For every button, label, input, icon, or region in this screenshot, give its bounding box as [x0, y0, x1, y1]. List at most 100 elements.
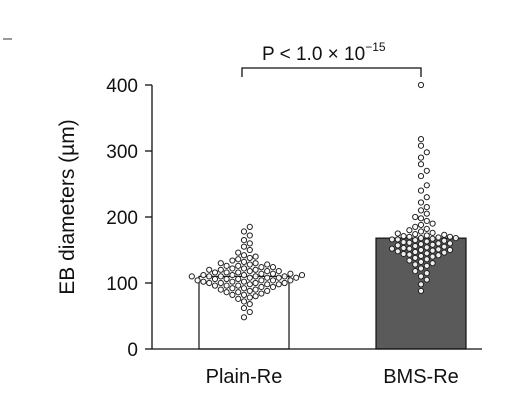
- y-tick-label: 100: [106, 274, 138, 295]
- data-point: [417, 81, 425, 89]
- data-point: [217, 286, 224, 293]
- data-point: [417, 221, 425, 229]
- data-point: [429, 235, 436, 242]
- data-point: [423, 244, 430, 251]
- data-point: [229, 278, 236, 285]
- data-point: [223, 262, 230, 269]
- data-point: [258, 290, 265, 297]
- data-point: [264, 261, 271, 268]
- data-point: [240, 237, 248, 244]
- data-point: [287, 277, 294, 284]
- data-point: [223, 269, 230, 276]
- data-point: [429, 247, 436, 254]
- data-point: [435, 252, 442, 259]
- significance-annotation: P < 1.0 × 10−15: [241, 40, 422, 77]
- data-point: [269, 264, 277, 271]
- data-point: [394, 248, 401, 255]
- data-point: [264, 287, 271, 295]
- data-point: [417, 240, 425, 248]
- data-point: [246, 223, 253, 230]
- data-point: [446, 233, 454, 240]
- data-point: [287, 270, 294, 277]
- data-point: [417, 161, 425, 168]
- data-point: [211, 275, 219, 283]
- p-value-text: P < 1.0 × 10: [262, 44, 365, 65]
- data-point: [246, 274, 253, 281]
- data-point: [400, 244, 407, 252]
- data-point: [200, 271, 207, 279]
- data-point: [429, 241, 436, 248]
- data-point: [423, 149, 430, 156]
- data-point: [417, 207, 425, 214]
- data-point: [252, 260, 259, 267]
- data-point: [252, 293, 259, 300]
- data-point: [235, 262, 242, 269]
- data-point: [246, 232, 253, 239]
- data-point: [206, 266, 213, 273]
- data-point: [246, 254, 253, 262]
- data-point: [406, 233, 413, 240]
- data-point: [417, 258, 425, 265]
- data-point: [412, 268, 419, 275]
- data-point: [446, 246, 454, 254]
- data-point: [452, 235, 459, 242]
- data-point: [240, 252, 248, 259]
- data-point: [412, 248, 419, 256]
- data-point: [258, 277, 265, 284]
- data-point: [217, 260, 224, 267]
- data-point: [246, 268, 253, 275]
- data-point: [417, 199, 425, 206]
- data-point: [400, 238, 407, 246]
- data-point: [188, 273, 195, 280]
- data-point: [217, 279, 224, 287]
- x-axis: Plain-Re BMS-Re: [152, 348, 482, 388]
- y-tick-label: 0: [127, 340, 138, 361]
- data-point: [269, 283, 277, 291]
- data-point: [298, 271, 306, 279]
- data-point: [423, 262, 430, 269]
- data-point: [240, 243, 248, 250]
- data-point: [423, 256, 430, 263]
- data-point: [441, 237, 448, 244]
- data-point: [246, 301, 253, 308]
- data-point: [229, 257, 236, 264]
- data-point: [417, 187, 425, 194]
- data-point: [235, 282, 242, 289]
- data-point: [240, 258, 248, 265]
- data-point: [412, 242, 419, 250]
- data-point: [223, 282, 230, 289]
- data-point: [275, 268, 282, 275]
- data-point: [412, 254, 419, 262]
- data-point: [417, 215, 425, 222]
- data-point: [441, 249, 448, 256]
- data-point: [229, 265, 236, 272]
- data-point: [446, 240, 454, 247]
- data-point: [264, 281, 271, 288]
- data-point: [229, 271, 236, 279]
- data-point: [240, 228, 248, 235]
- data-point: [240, 285, 248, 292]
- data-point: [246, 261, 253, 268]
- data-point: [264, 268, 271, 275]
- data-point: [252, 266, 259, 273]
- data-point: [252, 286, 259, 293]
- significance-text: P < 1.0 × 10−15: [262, 40, 386, 65]
- data-point: [423, 232, 430, 239]
- data-point: [423, 194, 430, 201]
- data-point: [423, 210, 430, 217]
- data-point: [435, 240, 442, 247]
- data-point: [406, 245, 413, 252]
- data-point: [281, 273, 288, 280]
- data-point: [412, 237, 419, 244]
- data-point: [252, 253, 259, 260]
- data-point: [235, 269, 242, 276]
- data-point: [406, 227, 413, 234]
- data-point: [429, 220, 436, 227]
- data-point: [388, 245, 396, 252]
- data-point: [235, 256, 242, 263]
- data-point: [264, 274, 271, 281]
- data-point: [235, 289, 242, 296]
- data-point: [293, 274, 300, 281]
- data-point: [435, 234, 442, 241]
